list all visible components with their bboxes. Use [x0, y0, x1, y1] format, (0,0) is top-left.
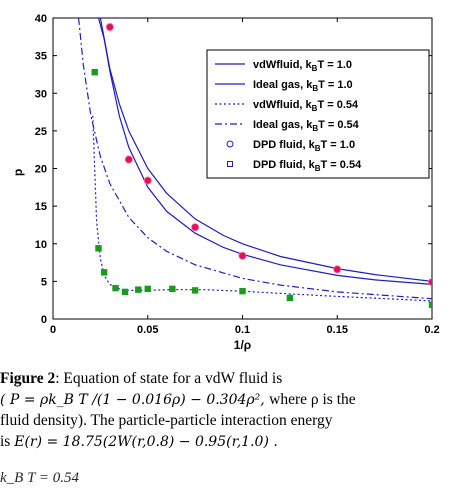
dpd-point-kbt-1 [143, 176, 152, 185]
series-line-3 [78, 18, 432, 300]
caption-line-3: fluid density). The particle-particle in… [0, 412, 333, 429]
dpd-point-kbt-054 [135, 286, 142, 293]
y-tick-label: 5 [41, 276, 47, 288]
dpd-point-kbt-054 [169, 285, 176, 293]
x-tick-label: 0.2 [424, 324, 439, 336]
x-tick-label: 0.15 [327, 324, 348, 336]
y-tick-label: 10 [35, 239, 47, 251]
caption-text-4: is [0, 433, 15, 450]
dpd-point-kbt-054 [95, 245, 102, 252]
x-tick-label: 0.1 [235, 324, 250, 336]
caption-text-2: where ρ is the [269, 391, 356, 408]
y-tick-label: 30 [35, 88, 47, 100]
dpd-point-kbt-054 [91, 68, 98, 76]
y-tick-label: 15 [35, 201, 47, 213]
dpd-point-kbt-1 [124, 155, 133, 164]
legend-label: DPD fluid, kBT = 0.54 [253, 159, 362, 173]
dpd-point-kbt-054 [112, 284, 119, 292]
caption-line-1: Figure 2: Equation of state for a vdW fl… [0, 368, 474, 389]
dpd-point-kbt-1 [191, 223, 200, 232]
x-axis-label: 1/ρ [234, 338, 251, 352]
dpd-point-kbt-1 [428, 278, 432, 287]
dpd-point-kbt-054 [239, 287, 246, 295]
legend-marker-circle [226, 140, 234, 148]
dpd-point-kbt-054 [428, 301, 432, 308]
legend-box [206, 49, 430, 179]
series-line-0 [97, 18, 432, 285]
series-group [78, 18, 432, 308]
y-tick-label: 35 [35, 51, 47, 63]
x-tick-label: 0 [50, 324, 56, 336]
y-tick-label: 0 [41, 314, 47, 326]
y-tick-label: 20 [35, 164, 47, 176]
dpd-point-kbt-1 [333, 265, 342, 274]
legend-label: Ideal gas, kBT = 0.54 [253, 119, 360, 133]
dpd-point-kbt-054 [100, 269, 108, 276]
legend-label: Ideal gas, kBT = 1.0 [253, 79, 353, 93]
legend-marker-square [227, 161, 233, 167]
y-tick-label: 40 [35, 13, 47, 25]
caption-equation-2: E(r) = 18.75(2W(r,0.8) − 0.95(r,1.0) . [14, 434, 278, 450]
figure-label: Figure 2 [0, 370, 56, 387]
caption-cutoff-text: k_B T = 0.54 [0, 470, 80, 486]
caption-text-1: : Equation of state for a vdW fluid is [55, 370, 283, 387]
dpd-point-kbt-054 [191, 287, 199, 294]
x-tick-label: 0.05 [137, 324, 158, 336]
y-axis-label: p [11, 169, 25, 176]
caption-line-2: ( P = ρk_B T /(1 − 0.016ρ) − 0.304ρ², wh… [0, 389, 474, 410]
dpd-point-kbt-054 [121, 288, 129, 296]
legend-label: vdWfluid, kBT = 1.0 [253, 59, 352, 73]
figure-caption: Figure 2: Equation of state for a vdW fl… [0, 368, 474, 452]
series-line-2 [92, 115, 432, 302]
chart-figure: 0 0.05 0.1 0.15 0.2 0 5 10 15 20 25 30 35 40 1/ρ p vdWfl… [11, 13, 440, 352]
dpd-point-kbt-1 [105, 23, 114, 32]
equation-of-state-chart: 0 0.05 0.1 0.15 0.2 0 5 10 15 20 25 30 35 40 1/ρ p vdWfl… [11, 13, 440, 352]
caption-equation-1: ( P = ρk_B T /(1 − 0.016ρ) − 0.304ρ², [0, 392, 270, 408]
y-tick-label: 25 [35, 126, 47, 138]
dpd-point-kbt-1 [238, 251, 247, 260]
dpd-point-kbt-054 [144, 285, 151, 293]
dpd-point-kbt-054 [286, 294, 294, 302]
caption-line-4: is E(r) = 18.75(2W(r,0.8) − 0.95(r,1.0) … [0, 431, 474, 452]
legend-label: DPD fluid, kBT = 1.0 [253, 139, 355, 153]
legend-label: vdWfluid, kBT = 0.54 [253, 99, 359, 113]
